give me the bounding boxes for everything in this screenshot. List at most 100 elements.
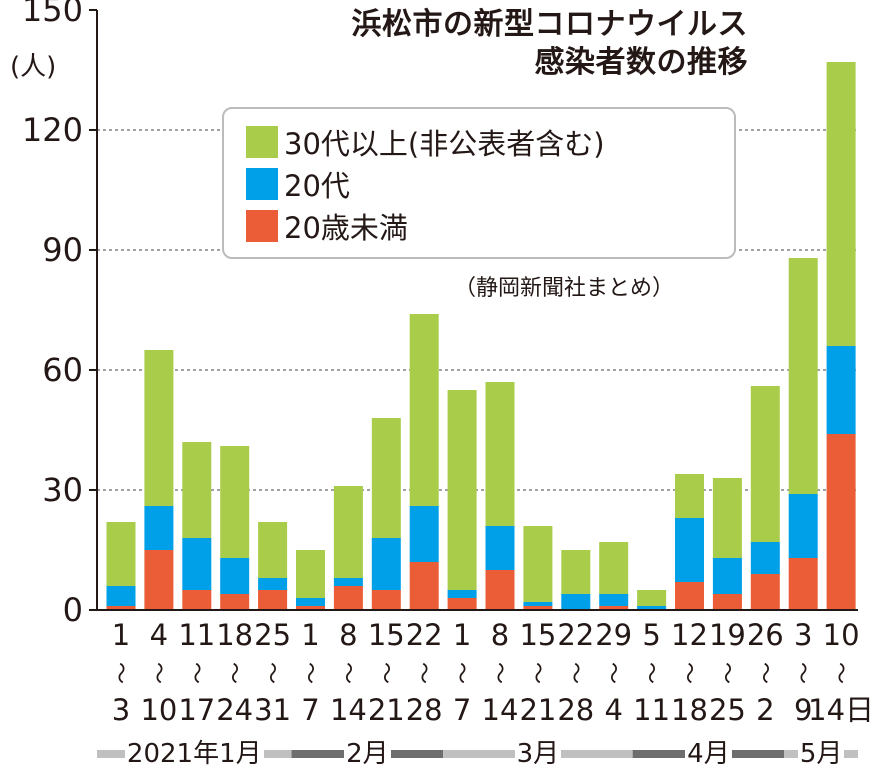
bar-30s-plus: [106, 522, 136, 586]
x-tick-range-mark: 〜: [221, 662, 246, 684]
bar-20s: [409, 506, 439, 562]
bar-30s-plus: [788, 258, 818, 494]
bar-20s: [675, 518, 704, 582]
bar-under-20: [750, 574, 780, 610]
x-tick-label-end: 11: [633, 693, 670, 727]
month-label: 5月: [797, 738, 845, 770]
bar-20s: [447, 590, 477, 598]
month-label: 3月: [514, 738, 562, 770]
x-tick-range-mark: 〜: [524, 662, 549, 684]
title-line-2: 感染者数の推移: [534, 45, 748, 80]
bar-under-20: [826, 434, 856, 610]
bar-30s-plus: [523, 526, 553, 602]
y-tick-label: 120: [22, 111, 83, 149]
bar-under-20: [333, 586, 363, 610]
x-tick-range-mark: 〜: [183, 662, 208, 684]
bar-under-20: [296, 606, 325, 610]
bar-20s: [333, 578, 363, 586]
bar-30s-plus: [561, 550, 591, 594]
bar-under-20: [523, 606, 553, 610]
bar-20s: [182, 538, 212, 590]
x-tick-label-end: 31: [254, 693, 291, 727]
legend-swatch-20s: [246, 168, 278, 200]
bar-20s: [106, 586, 136, 606]
x-tick-label-end: 21: [368, 693, 405, 727]
x-tick-range-mark: 〜: [259, 662, 284, 684]
y-tick-label: 60: [42, 351, 83, 389]
bar-20s: [788, 494, 818, 558]
bar-20s: [750, 542, 780, 574]
x-tick-range-mark: 〜: [448, 662, 473, 684]
source-note: （静岡新聞社まとめ）: [454, 276, 675, 301]
bar-under-20: [409, 562, 439, 610]
x-tick-label-start: 18: [216, 618, 253, 652]
x-tick-range-mark: 〜: [827, 662, 852, 684]
x-axis: 1〜34〜1011〜1718〜2425〜311〜78〜1415〜2122〜281…: [107, 618, 874, 727]
y-axis: 0 30 60 90 120 150: [22, 0, 858, 629]
x-tick-range-mark: 〜: [713, 662, 738, 684]
bar-20s: [599, 594, 629, 606]
bar-30s-plus: [637, 590, 667, 606]
y-tick-label: 150: [22, 0, 83, 29]
x-tick-label-start: 1: [112, 618, 130, 652]
bar-under-20: [675, 582, 704, 610]
bar-30s-plus: [144, 350, 174, 506]
bar-20s: [220, 558, 250, 594]
x-tick-label-start: 19: [709, 618, 746, 652]
bar-under-20: [788, 558, 818, 610]
bar-under-20: [182, 590, 212, 610]
legend-item: 30代以上(非公表者含む): [246, 121, 734, 163]
x-tick-label-end: 10: [140, 693, 177, 727]
x-tick-label-start: 10: [823, 618, 860, 652]
y-tick-label: 0: [63, 591, 83, 629]
bar-under-20: [258, 590, 288, 610]
x-tick-label-end: 18: [671, 693, 708, 727]
x-tick-label-start: 15: [519, 618, 556, 652]
x-tick-range-mark: 〜: [145, 662, 170, 684]
x-tick-range-mark: 〜: [751, 662, 776, 684]
bar-30s-plus: [712, 478, 742, 558]
x-tick-label-start: 11: [178, 618, 215, 652]
month-label: 4月: [685, 738, 732, 770]
legend-label-20s: 20代: [284, 169, 350, 203]
x-tick-label-end: 24: [216, 693, 253, 727]
x-tick-label-end: 28: [406, 693, 443, 727]
bar-30s-plus: [599, 542, 629, 594]
legend-swatch-under-20: [246, 210, 278, 242]
bar-20s: [523, 602, 553, 606]
bar-20s: [371, 538, 401, 590]
chart-title: 浜松市の新型コロナウイルス 感染者数の推移: [352, 6, 749, 82]
bar-30s-plus: [485, 382, 515, 526]
bar-under-20: [485, 570, 515, 610]
bar-under-20: [447, 598, 477, 610]
bar-30s-plus: [333, 486, 363, 578]
x-tick-label-start: 22: [406, 618, 443, 652]
x-tick-label-end: 17: [178, 693, 215, 727]
bar-30s-plus: [296, 550, 325, 598]
y-unit-label: (人): [10, 52, 57, 82]
bar-20s: [144, 506, 174, 550]
x-tick-label-end: 9: [794, 693, 812, 727]
bar-30s-plus: [675, 474, 704, 518]
bar-30s-plus: [447, 390, 477, 590]
x-tick-label-start: 15: [368, 618, 405, 652]
x-tick-label-start: 3: [794, 618, 812, 652]
legend-label-30s-plus: 30代以上(非公表者含む): [284, 127, 605, 161]
bar-under-20: [371, 590, 401, 610]
legend: 30代以上(非公表者含む) 20代 20歳未満: [222, 107, 736, 259]
x-tick-label-start: 1: [301, 618, 319, 652]
x-tick-range-mark: 〜: [600, 662, 625, 684]
x-tick-label-start: 8: [339, 618, 357, 652]
legend-swatch-30s-plus: [246, 126, 278, 158]
bar-30s-plus: [409, 314, 439, 506]
x-tick-range-mark: 〜: [562, 662, 587, 684]
legend-label-under-20: 20歳未満: [284, 211, 408, 245]
x-tick-label-end: 3: [112, 693, 130, 727]
bar-20s: [637, 606, 667, 610]
x-tick-label-start: 25: [254, 618, 291, 652]
x-tick-range-mark: 〜: [486, 662, 511, 684]
month-label: 2021年1月: [124, 738, 264, 770]
x-tick-label-end: 2: [756, 693, 774, 727]
bar-30s-plus: [371, 418, 401, 538]
x-tick-label-start: 22: [557, 618, 594, 652]
